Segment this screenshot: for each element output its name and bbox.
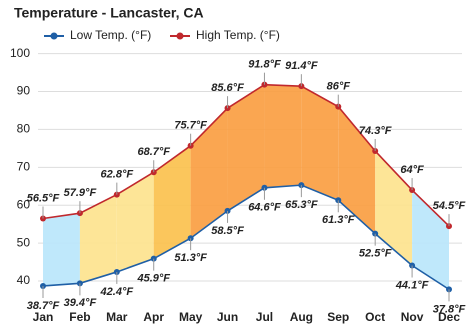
- x-tick-label: Mar: [106, 310, 128, 324]
- data-label: 91.8°F: [248, 59, 281, 71]
- x-tick-label: Nov: [401, 310, 424, 324]
- x-tick-label: Apr: [143, 310, 164, 324]
- x-tick-label: Jan: [33, 310, 54, 324]
- range-fill: [338, 106, 376, 234]
- data-label: 86°F: [327, 81, 351, 93]
- data-label: 75.7°F: [174, 120, 207, 132]
- y-tick-label: 80: [17, 122, 31, 136]
- legend-label: Low Temp. (°F): [70, 28, 151, 42]
- x-tick-label: Dec: [438, 310, 460, 324]
- data-label: 54.5°F: [433, 200, 466, 212]
- series-line: [42, 184, 450, 291]
- x-tick-label: Jun: [217, 310, 238, 324]
- y-tick-label: 40: [17, 273, 31, 287]
- data-label: 91.4°F: [285, 60, 318, 72]
- data-label: 38.7°F: [27, 300, 60, 312]
- x-tick-label: Sep: [327, 310, 349, 324]
- data-label: 51.3°F: [174, 252, 207, 264]
- legend-marker: [50, 32, 58, 40]
- data-label: 52.5°F: [359, 248, 392, 260]
- data-label: 85.6°F: [211, 82, 244, 94]
- legend-marker: [176, 32, 184, 40]
- data-label: 68.7°F: [137, 146, 170, 158]
- range-fill: [227, 84, 265, 211]
- range-fill: [412, 190, 449, 290]
- y-tick-label: 90: [17, 84, 31, 98]
- y-tick-label: 60: [17, 197, 31, 211]
- data-label: 39.4°F: [64, 297, 97, 309]
- data-label: 44.1°F: [395, 279, 429, 291]
- range-fill: [264, 84, 302, 188]
- range-fill: [153, 145, 191, 259]
- data-label: 42.4°F: [100, 286, 134, 298]
- data-label: 56.5°F: [27, 192, 60, 204]
- data-label: 58.5°F: [211, 225, 244, 237]
- range-fill: [301, 86, 339, 201]
- x-tick-label: Oct: [365, 310, 385, 324]
- x-tick-label: Feb: [69, 310, 90, 324]
- y-tick-label: 100: [10, 46, 30, 60]
- data-label: 45.9°F: [136, 273, 170, 285]
- range-fill: [79, 194, 117, 284]
- data-label: 62.8°F: [101, 169, 134, 181]
- data-label: 74.3°F: [359, 125, 392, 137]
- range-fill: [190, 108, 228, 239]
- x-tick-label: Jul: [256, 310, 273, 324]
- chart-title: Temperature - Lancaster, CA: [14, 5, 204, 21]
- series-line: [42, 83, 450, 227]
- y-tick-label: 50: [17, 235, 31, 249]
- data-label: 64°F: [400, 164, 424, 176]
- data-label: 37.8°F: [433, 303, 466, 315]
- data-label: 65.3°F: [285, 199, 318, 211]
- range-fill: [43, 213, 80, 286]
- data-label: 57.9°F: [64, 187, 97, 199]
- range-fill: [116, 172, 154, 272]
- legend-label: High Temp. (°F): [196, 28, 280, 42]
- x-tick-label: May: [179, 310, 203, 324]
- x-tick-label: Aug: [290, 310, 313, 324]
- data-label: 64.6°F: [248, 202, 281, 214]
- y-tick-label: 70: [17, 159, 31, 173]
- data-label: 61.3°F: [322, 214, 355, 226]
- range-fill: [375, 151, 413, 266]
